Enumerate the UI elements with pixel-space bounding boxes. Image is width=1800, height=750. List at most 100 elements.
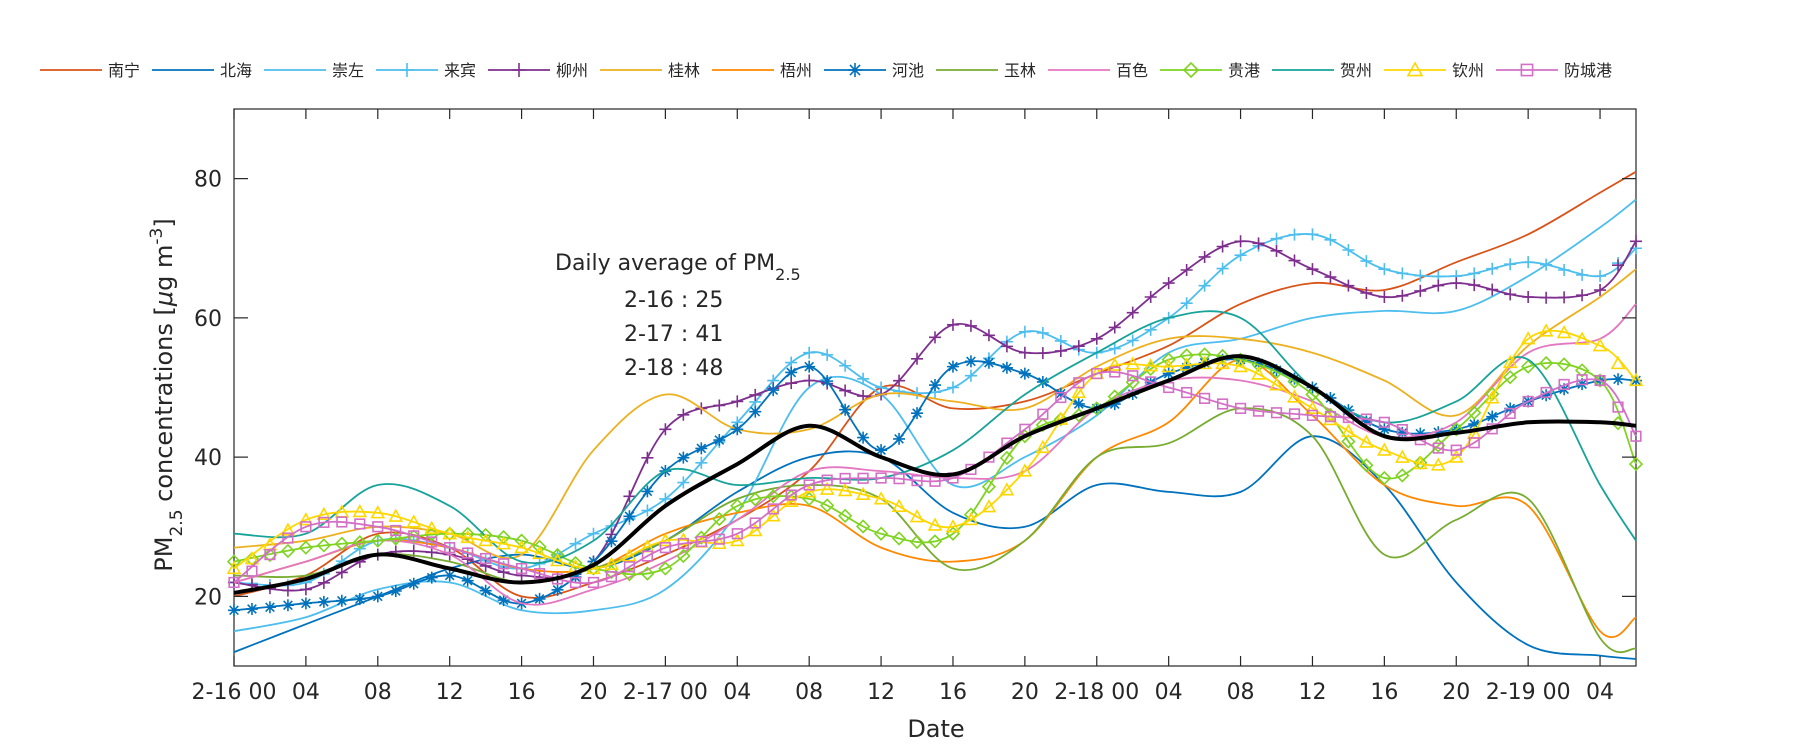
data-point	[443, 569, 456, 582]
data-point	[281, 584, 294, 597]
data-point	[659, 542, 671, 554]
legend-label: 钦州	[1452, 61, 1484, 80]
data-point	[1144, 323, 1157, 336]
data-point	[749, 405, 762, 418]
legend-entry-玉林: 玉林	[936, 61, 1036, 80]
data-point	[857, 431, 870, 444]
data-point	[389, 584, 402, 597]
data-point	[1108, 321, 1121, 334]
data-point	[1628, 372, 1644, 387]
data-point	[695, 456, 708, 469]
data-point	[1035, 417, 1050, 433]
y-axis: 20 40 60 80	[194, 168, 1636, 610]
y-tick-label: 80	[194, 168, 222, 193]
data-point	[1216, 262, 1229, 275]
data-point	[766, 489, 781, 504]
data-point	[1161, 352, 1176, 367]
y-tick-label: 60	[194, 307, 222, 332]
data-point	[857, 472, 869, 484]
data-point	[1270, 364, 1283, 377]
data-point	[1503, 370, 1518, 385]
series-line	[233, 354, 1637, 595]
data-point	[515, 569, 528, 582]
data-point	[1180, 297, 1193, 310]
legend-label: 贺州	[1340, 61, 1372, 80]
y-tick-label: 20	[194, 585, 222, 610]
data-point	[1396, 424, 1408, 436]
data-point	[1394, 449, 1410, 463]
data-point	[406, 514, 422, 528]
data-point	[748, 492, 763, 507]
data-point	[767, 503, 779, 515]
data-point	[1612, 259, 1625, 272]
data-point	[1486, 283, 1499, 296]
data-point	[1574, 363, 1590, 378]
data-point	[785, 489, 797, 501]
data-point	[622, 548, 637, 562]
data-point	[981, 479, 997, 494]
x-tick-label: 12	[436, 680, 464, 705]
legend-label: 来宾	[444, 61, 476, 80]
data-point	[839, 359, 852, 372]
data-point	[424, 520, 440, 534]
data-point	[981, 499, 997, 513]
data-point	[533, 592, 546, 605]
data-point	[1360, 415, 1373, 428]
data-point	[1360, 286, 1373, 299]
data-point	[1252, 357, 1265, 370]
x-tick-label: 08	[795, 680, 823, 705]
x-tick-label: 20	[579, 680, 607, 705]
legend-label: 南宁	[108, 61, 140, 80]
data-point	[1036, 375, 1049, 388]
data-point	[1215, 355, 1230, 370]
legend-label: 防城港	[1564, 61, 1612, 80]
legend-label: 河池	[892, 61, 924, 80]
data-point	[388, 508, 404, 522]
data-point	[1432, 442, 1444, 454]
legend-entry-河池: 河池	[824, 61, 924, 80]
data-point	[1305, 387, 1320, 402]
data-point	[1378, 290, 1391, 303]
data-point	[1341, 423, 1356, 438]
legend-entry-来宾: 来宾	[376, 61, 476, 80]
data-point	[1522, 290, 1535, 303]
data-point	[909, 509, 925, 523]
data-point	[821, 348, 834, 361]
data-point	[785, 377, 798, 390]
data-point	[460, 529, 476, 544]
data-point	[1486, 262, 1499, 275]
data-point	[857, 390, 870, 403]
data-point	[568, 555, 583, 571]
legend-marker	[1406, 61, 1424, 77]
data-point	[946, 318, 959, 331]
data-point	[1359, 434, 1374, 448]
data-point	[1341, 434, 1356, 449]
data-point	[1556, 325, 1572, 339]
data-point	[298, 540, 314, 555]
data-point	[1630, 430, 1642, 442]
legend-marker	[1520, 63, 1534, 77]
data-point	[1558, 291, 1571, 304]
legend-entry-崇左: 崇左	[264, 61, 364, 80]
data-point	[461, 574, 474, 587]
legend-entry-桂林: 桂林	[600, 61, 700, 80]
legend-entry-防城港: 防城港	[1496, 61, 1612, 80]
series-line	[233, 233, 1637, 587]
data-point	[803, 360, 816, 373]
data-point	[245, 603, 258, 616]
data-point	[298, 512, 314, 526]
data-point	[533, 568, 546, 580]
legend-entry-贵港: 贵港	[1160, 61, 1260, 80]
data-point	[1199, 392, 1211, 404]
data-point	[1090, 332, 1103, 345]
data-point	[1072, 340, 1085, 353]
data-point	[1576, 374, 1588, 386]
data-point	[945, 519, 961, 533]
legend-entry-梧州: 梧州	[712, 61, 812, 80]
data-point	[352, 535, 367, 550]
data-point	[317, 576, 330, 589]
data-point	[1073, 377, 1085, 389]
series-line	[233, 198, 1637, 633]
data-point	[352, 503, 368, 518]
